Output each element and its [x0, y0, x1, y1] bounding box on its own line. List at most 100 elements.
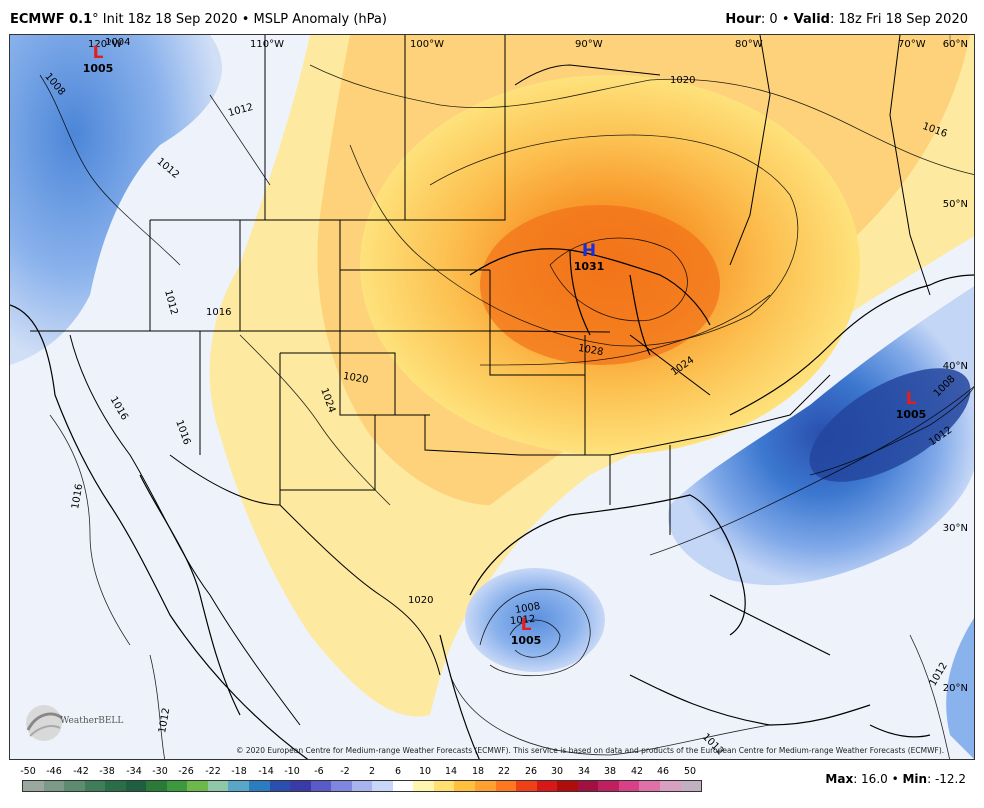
color-swatch [23, 781, 44, 791]
max-value: : 16.0 • [853, 772, 903, 786]
scale-tick: 14 [444, 766, 458, 777]
scale-tick: 18 [471, 766, 485, 777]
color-swatch [43, 781, 65, 791]
lat-label-20n: 20°N [942, 683, 968, 694]
color-scale-legend: -50 -46 -42 -38 -34 -30 -26 -22 -18 -14 … [20, 766, 702, 796]
scale-tick: -10 [284, 766, 300, 777]
lat-label-40n: 40°N [942, 361, 968, 372]
scale-tick: -34 [126, 766, 142, 777]
scale-tick: -42 [73, 766, 89, 777]
isobar-label: 1016 [206, 307, 232, 318]
scale-tick: -6 [314, 766, 324, 777]
hour-label: Hour [725, 12, 761, 27]
lon-label-110w: 110°W [250, 39, 284, 50]
pressure-value: 1005 [510, 634, 542, 647]
color-swatch [536, 781, 558, 791]
lat-label-50n: 50°N [942, 199, 968, 210]
field-max-min: Max: 16.0 • Min: -12.2 [825, 772, 966, 786]
color-swatch [598, 781, 619, 791]
scale-tick: -50 [20, 766, 36, 777]
low-symbol: L [92, 43, 104, 63]
logo-swirl-icon [26, 705, 63, 741]
header-valid-time: Hour: 0 • Valid: 18z Fri 18 Sep 2020 [725, 12, 968, 27]
degree-symbol: ° [92, 12, 99, 27]
color-swatch [290, 781, 311, 791]
color-swatch [146, 781, 167, 791]
logo-text: WeatherBELL [60, 716, 124, 726]
low-symbol: L [520, 615, 532, 635]
color-swatch [433, 781, 455, 791]
scale-tick: -18 [231, 766, 247, 777]
map-header: ECMWF 0.1° Init 18z 18 Sep 2020 • MSLP A… [0, 0, 984, 34]
lat-label-30n: 30°N [942, 523, 968, 534]
color-swatch [187, 781, 208, 791]
color-swatch [577, 781, 599, 791]
color-swatch [269, 781, 291, 791]
color-swatch [64, 781, 85, 791]
color-swatch [207, 781, 229, 791]
weatherbell-logo: WeatherBELL [22, 700, 123, 746]
color-swatch [639, 781, 660, 791]
color-swatch [557, 781, 578, 791]
pressure-value: 1005 [895, 408, 927, 421]
scale-tick: -46 [46, 766, 62, 777]
color-swatch [228, 781, 250, 791]
copyright-notice: © 2020 European Centre for Medium-range … [236, 746, 945, 755]
color-swatch [249, 781, 270, 791]
mslp-anomaly-map[interactable]: 120°W 110°W 100°W 90°W 80°W 70°W 60°N 50… [9, 34, 975, 760]
anomaly-low-northwest [10, 35, 222, 365]
low-pressure-center-gulf[interactable]: L 1005 [509, 615, 543, 648]
header-title: ECMWF 0.1° Init 18z 18 Sep 2020 • MSLP A… [10, 12, 387, 27]
scale-tick: 34 [577, 766, 591, 777]
lat-label-60n: 60°N [942, 39, 968, 50]
color-swatch [413, 781, 434, 791]
max-label: Max [825, 772, 854, 786]
scale-tick: -38 [99, 766, 115, 777]
low-symbol: L [905, 389, 917, 409]
high-symbol: H [581, 241, 597, 261]
color-swatch [618, 781, 640, 791]
low-pressure-center-atlantic[interactable]: L 1005 [894, 389, 928, 422]
map-canvas [10, 35, 974, 759]
scale-tick: 50 [683, 766, 697, 777]
init-text: Init 18z 18 Sep 2020 • MSLP Anomaly (hPa… [98, 12, 387, 27]
valid-value: : 18z Fri 18 Sep 2020 [829, 12, 968, 27]
color-swatch [351, 781, 373, 791]
scale-tick: 6 [394, 766, 402, 777]
pressure-value: 1005 [82, 62, 114, 75]
isobar-label: 1004 [105, 37, 131, 48]
model-name: ECMWF 0.1 [10, 12, 93, 27]
scale-tick: 10 [418, 766, 432, 777]
color-swatch [495, 781, 517, 791]
scale-tick: 2 [368, 766, 376, 777]
anomaly-high-peak [480, 205, 720, 365]
high-pressure-center-great-lakes[interactable]: H 1031 [572, 241, 606, 274]
scale-tick: 38 [603, 766, 617, 777]
color-swatch [372, 781, 393, 791]
anomaly-low-east-core [809, 368, 971, 482]
min-label: Min [902, 772, 928, 786]
hour-value: : 0 • [760, 12, 794, 27]
anomaly-low-southeast [946, 618, 974, 759]
lon-label-70w: 70°W [898, 39, 926, 50]
color-swatch [105, 781, 126, 791]
scale-tick: 22 [497, 766, 511, 777]
valid-label: Valid [793, 12, 830, 27]
color-swatch [454, 781, 476, 791]
isobar-contours [39, 64, 974, 759]
scale-tick: 42 [630, 766, 644, 777]
scale-tick: 30 [550, 766, 564, 777]
color-swatch [516, 781, 537, 791]
low-pressure-center-northwest[interactable]: L 1005 [81, 43, 115, 76]
color-swatch [84, 781, 106, 791]
scale-tick: -26 [178, 766, 194, 777]
scale-tick: 46 [656, 766, 670, 777]
color-swatch [680, 781, 702, 791]
scale-tick: -2 [340, 766, 350, 777]
lon-label-80w: 80°W [735, 39, 763, 50]
scale-tick: -22 [205, 766, 221, 777]
color-swatch [659, 781, 681, 791]
scale-tick: -30 [152, 766, 168, 777]
lon-label-90w: 90°W [575, 39, 603, 50]
isobar-label: 1020 [408, 595, 434, 606]
